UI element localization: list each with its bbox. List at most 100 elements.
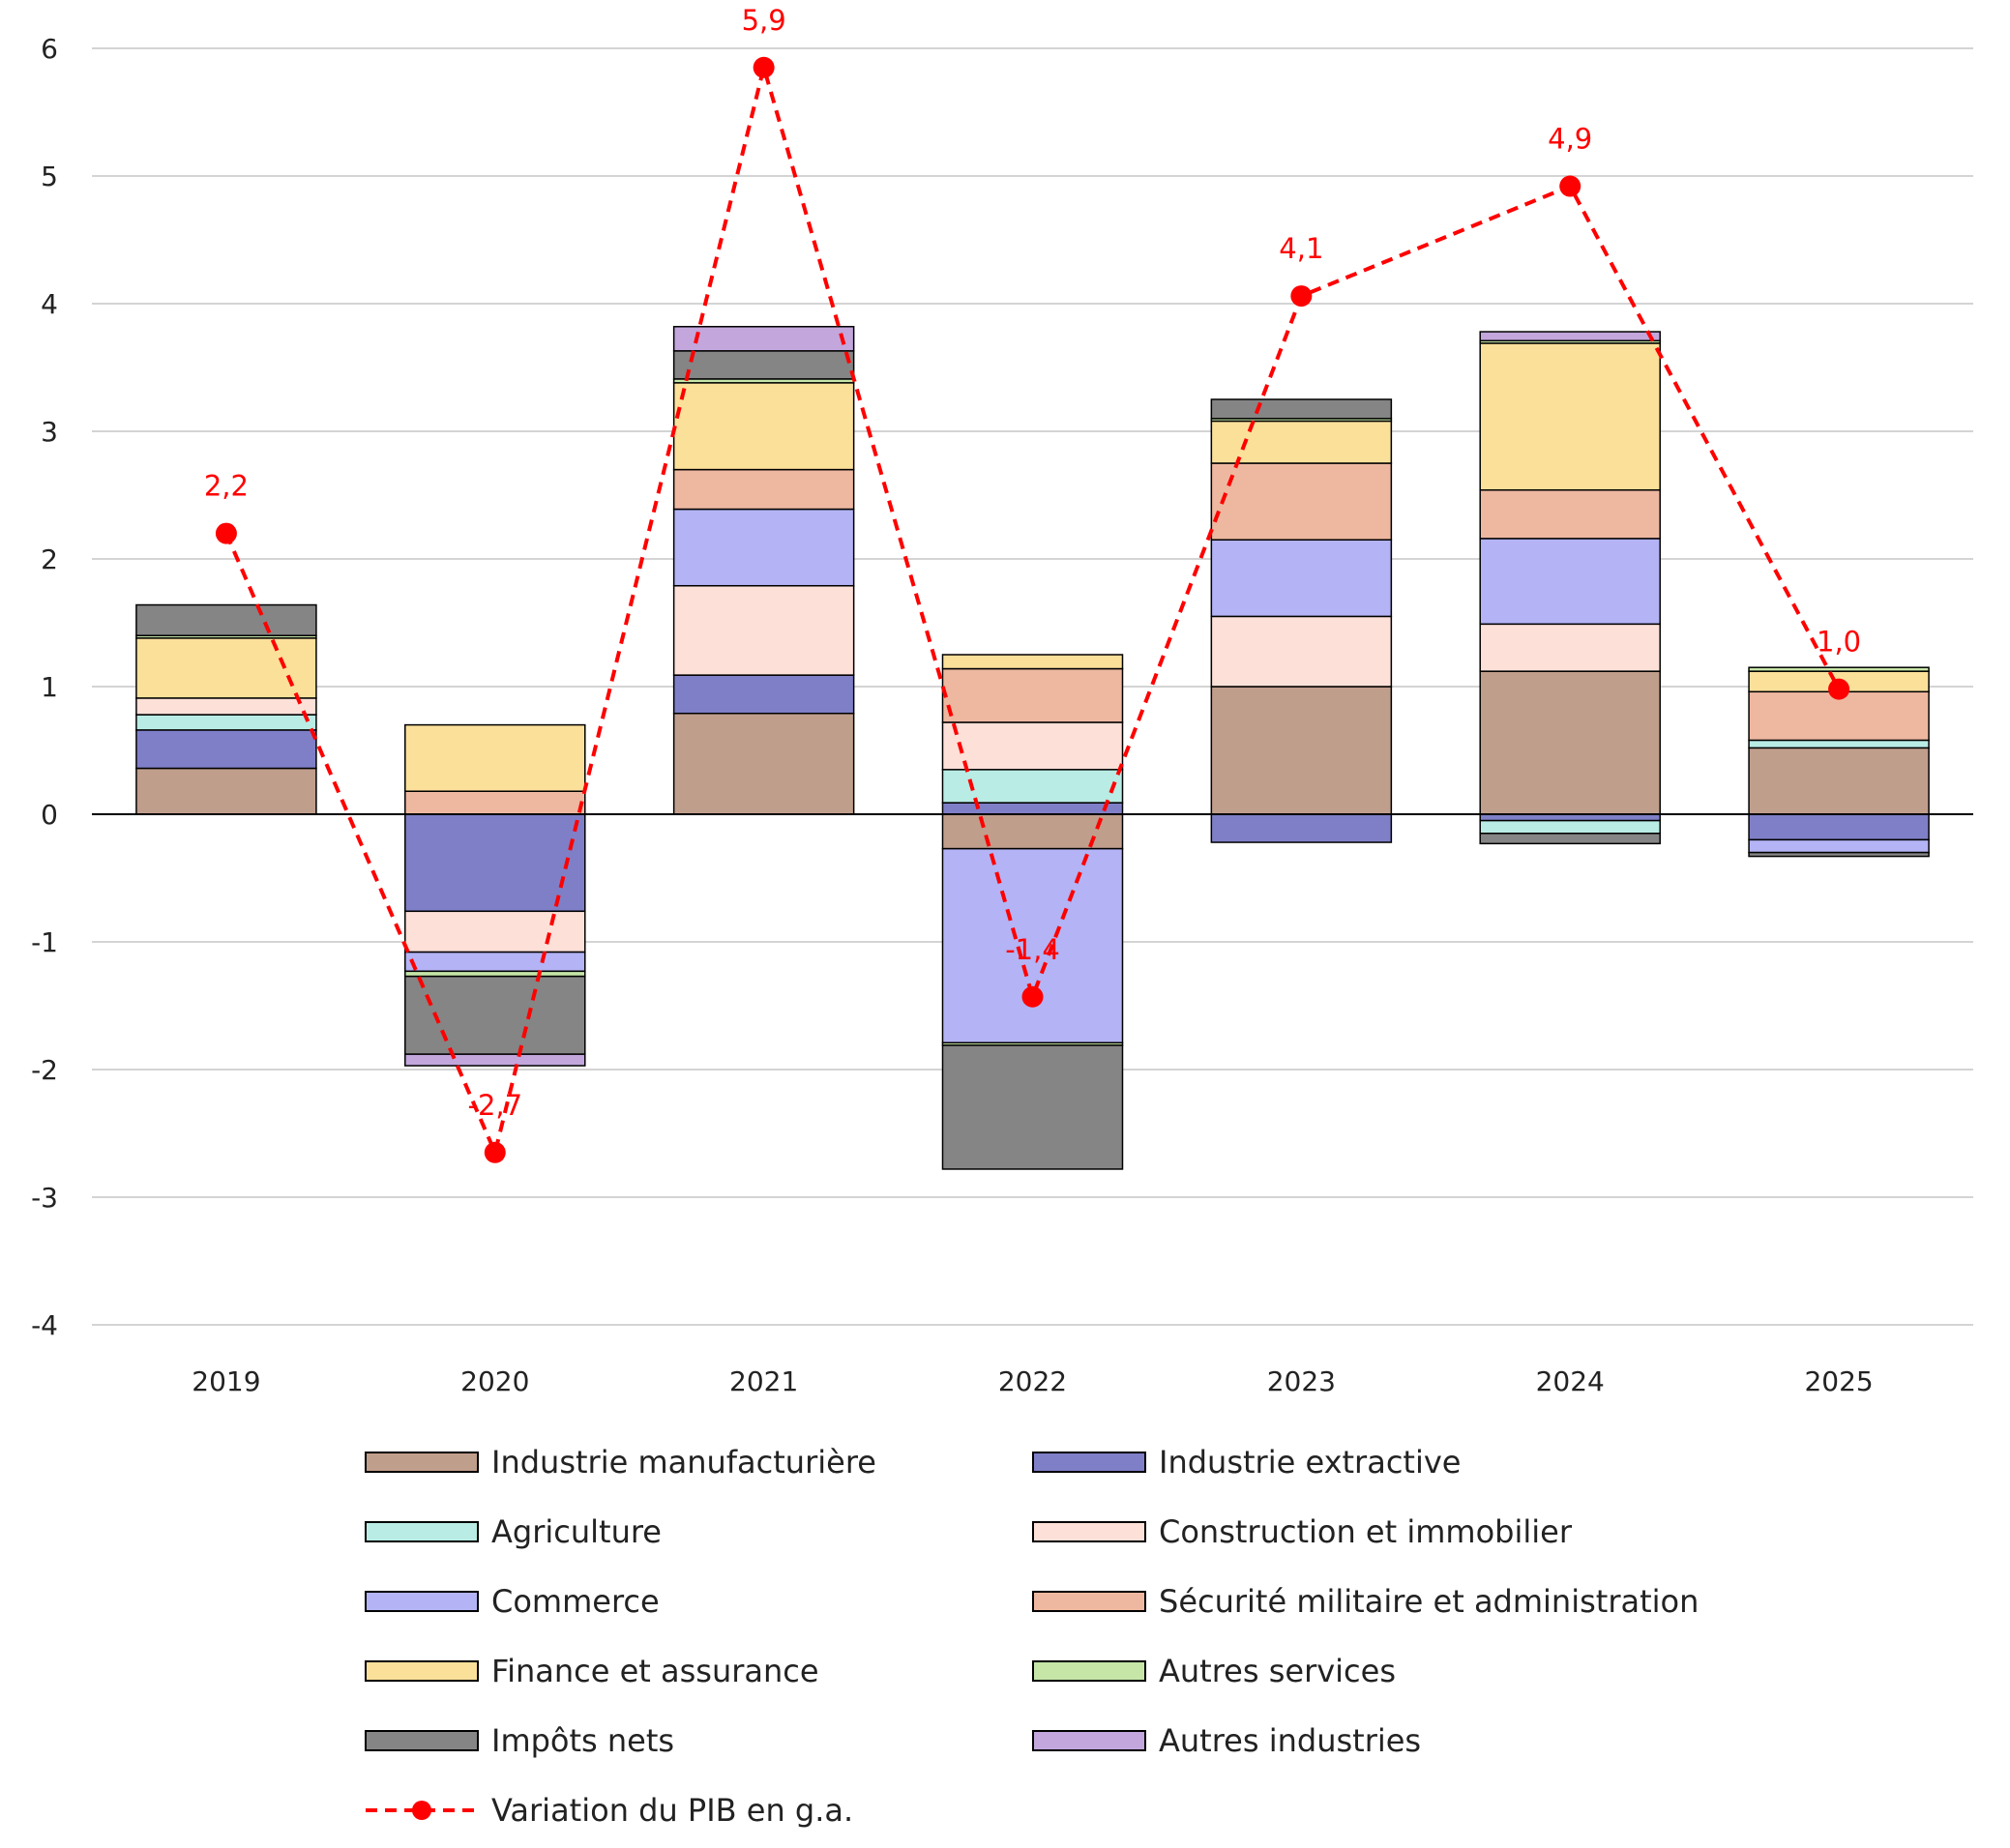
gdp-point-label: 2,2 (204, 470, 249, 503)
gdp-point-label: -1,4 (1005, 933, 1060, 966)
bar-segment (941, 721, 1124, 771)
stacked-bars (135, 326, 1930, 1170)
legend-item: Sécurité militaire et administration (1032, 1583, 1699, 1620)
bar-segment (1210, 615, 1393, 688)
y-tick-label: 6 (41, 33, 58, 65)
gdp-point (1828, 678, 1850, 700)
legend-item: Autres industries (1032, 1722, 1421, 1759)
x-axis: 2019 2020 2021 2022 2023 2024 2025 (192, 1365, 1873, 1397)
legend-swatch (365, 1452, 479, 1473)
gdp-line: 2,2 -2,7 5,9 -1,4 4,1 4,9 1,0 (204, 4, 1861, 1163)
legend-item: Variation du PIB en g.a. (366, 1792, 853, 1829)
bar-segment (1210, 420, 1393, 464)
legend-label: Construction et immobilier (1159, 1513, 1573, 1550)
x-tick-label: 2020 (460, 1365, 529, 1397)
bar-segment (1210, 686, 1393, 815)
legend-label: Industrie manufacturière (491, 1444, 876, 1481)
bar-group (672, 326, 855, 815)
bar-segment (1748, 851, 1930, 858)
bar-group (135, 603, 317, 815)
bar-segment (941, 1044, 1124, 1170)
bar-segment (404, 790, 586, 815)
bar-segment (941, 769, 1124, 804)
bar-segment (135, 603, 317, 636)
bar-segment (135, 729, 317, 770)
legend-swatch (365, 1660, 479, 1682)
x-tick-label: 2024 (1536, 1365, 1605, 1397)
bar-segment (1479, 819, 1661, 835)
legend-item: Agriculture (365, 1513, 662, 1550)
legend-label: Industrie extractive (1159, 1444, 1461, 1481)
legend-label: Variation du PIB en g.a. (491, 1792, 853, 1829)
legend-swatch (365, 1521, 479, 1542)
legend-item: Commerce (365, 1583, 660, 1620)
legend-swatch (1032, 1730, 1146, 1751)
y-tick-label: -3 (31, 1182, 58, 1214)
bar-segment (1479, 833, 1661, 845)
bar-segment (404, 970, 586, 978)
bar-group (404, 723, 586, 1067)
bar-segment (672, 326, 855, 352)
y-tick-label: 5 (41, 161, 58, 192)
legend-item: Construction et immobilier (1032, 1513, 1573, 1550)
legend-label: Autres industries (1159, 1722, 1421, 1759)
y-axis: -4 -3 -2 -1 0 1 2 3 4 5 6 (31, 33, 58, 1341)
bar-segment (1210, 539, 1393, 618)
bar-group (1210, 398, 1393, 843)
gdp-point-label: 1,0 (1817, 626, 1861, 659)
bar-segment (1479, 538, 1661, 626)
legend: Industrie manufacturière Industrie extrac… (365, 1444, 1699, 1829)
bar-segment (404, 910, 586, 953)
gdp-point (484, 1141, 506, 1163)
legend-swatch (1032, 1591, 1146, 1612)
y-tick-label: 2 (41, 543, 58, 575)
bar-segment (404, 723, 586, 792)
bar-segment (135, 767, 317, 815)
bar-segment (941, 667, 1124, 723)
gdp-point-label: 4,1 (1279, 232, 1323, 265)
bar-segment (672, 712, 855, 815)
bar-segment (1748, 813, 1930, 841)
legend-swatch (1032, 1521, 1146, 1542)
legend-swatch (365, 1591, 479, 1612)
y-tick-label: -1 (31, 926, 58, 958)
y-tick-label: 3 (41, 416, 58, 448)
gdp-point-label: 5,9 (742, 4, 786, 37)
bar-group (941, 654, 1124, 1170)
gdp-point (1021, 985, 1044, 1008)
bar-segment (135, 714, 317, 731)
gdp-point-label: 4,9 (1548, 123, 1592, 156)
y-tick-label: -2 (31, 1054, 58, 1086)
bar-segment (1210, 813, 1393, 843)
legend-label: Impôts nets (491, 1722, 674, 1759)
legend-swatch (1032, 1660, 1146, 1682)
bar-segment (672, 382, 855, 471)
bar-segment (1479, 331, 1661, 342)
x-tick-label: 2023 (1267, 1365, 1336, 1397)
bar-segment (1210, 462, 1393, 541)
legend-swatch (1032, 1452, 1146, 1473)
bar-segment (1210, 398, 1393, 420)
bar-segment (135, 637, 317, 699)
y-tick-label: 4 (41, 288, 58, 320)
legend-item: Industrie manufacturière (365, 1444, 876, 1481)
bar-segment (941, 847, 1124, 1044)
bar-group (1748, 666, 1930, 858)
bar-segment (1748, 666, 1930, 672)
y-tick-label: 0 (41, 799, 58, 831)
legend-item: Industrie extractive (1032, 1444, 1461, 1481)
bar-segment (672, 674, 855, 715)
legend-item: Autres services (1032, 1653, 1396, 1689)
bar-segment (1748, 747, 1930, 815)
legend-item: Finance et assurance (365, 1653, 819, 1689)
legend-label: Sécurité militaire et administration (1159, 1583, 1699, 1620)
gdp-point (215, 522, 237, 544)
legend-label: Autres services (1159, 1653, 1396, 1689)
bar-segment (404, 951, 586, 973)
bar-segment (1479, 670, 1661, 815)
bar-segment (135, 697, 317, 716)
x-tick-label: 2021 (729, 1365, 798, 1397)
legend-marker (412, 1801, 431, 1820)
bar-segment (672, 508, 855, 587)
